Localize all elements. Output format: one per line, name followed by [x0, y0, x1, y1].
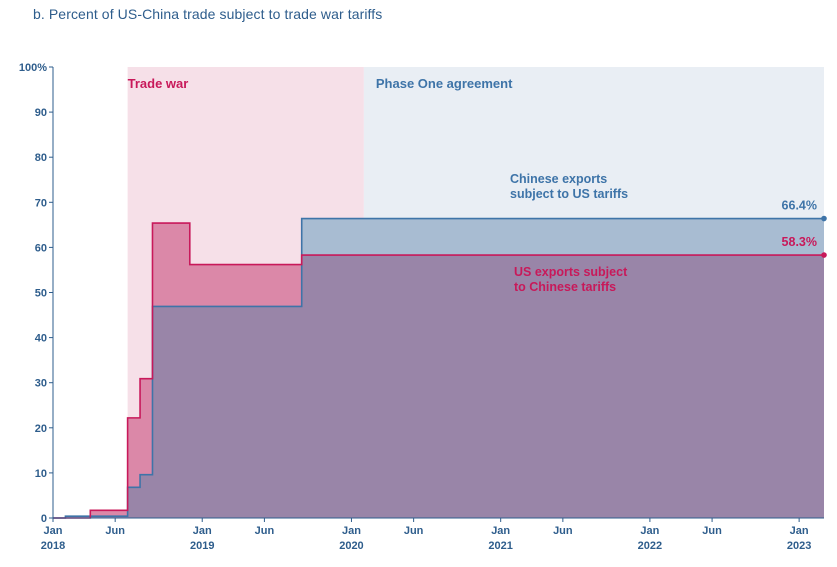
x-tick-label: Jan [44, 525, 63, 537]
x-tick-year-label: 2020 [339, 540, 363, 552]
y-tick-label: 80 [35, 152, 47, 164]
x-tick-year-label: 2021 [488, 540, 512, 552]
x-tick-label: Jan [790, 525, 809, 537]
annotation-chinese-exports-subject-to-us-tariffs: Chinese exports subject to US tariffs [510, 172, 628, 201]
y-tick-label: 40 [35, 333, 47, 345]
x-tick-year-label: 2023 [787, 540, 811, 552]
period-label-trade-war: Trade war [128, 76, 189, 91]
annotation-us-exports-subject-to-chinese-tariffs: US exports subject to Chinese tariffs [514, 265, 628, 294]
line-chinese-exports-subject-to-us-tariffs [53, 217, 824, 519]
series-areas [53, 218, 824, 519]
end-label-chinese-exports-subject-to-us-tariffs: 66.4% [782, 199, 817, 213]
x-tick-label: Jun [553, 525, 573, 537]
y-tick-label: 10 [35, 468, 47, 480]
x-tick-label: Jan [342, 525, 361, 537]
x-tick-label: Jun [105, 525, 125, 537]
x-tick-label: Jan [640, 525, 659, 537]
x-tick-label: Jan [193, 525, 212, 537]
area-overlap [53, 223, 824, 518]
x-tick-label: Jun [702, 525, 722, 537]
y-tick-label: 20 [35, 423, 47, 435]
x-tick-year-label: 2022 [638, 540, 662, 552]
y-tick-label: 0 [41, 513, 47, 525]
period-label-phase-one-agreement: Phase One agreement [376, 76, 513, 91]
y-tick-label: 100% [19, 62, 47, 74]
x-tick-label: Jun [255, 525, 275, 537]
x-tick-year-label: 2018 [41, 540, 65, 552]
line-us-exports-subject-to-chinese-tariffs [53, 222, 824, 519]
y-tick-label: 60 [35, 242, 47, 254]
endpoint-us-exports-subject-to-chinese-tariffs [821, 252, 827, 258]
end-label-us-exports-subject-to-chinese-tariffs: 58.3% [782, 235, 817, 249]
x-tick-label: Jun [404, 525, 424, 537]
axes: 0 10 20 30 40 50 60 70 80 90 100% Jan 2018 Jun Jan 2019… [19, 62, 824, 552]
y-tick-label: 50 [35, 288, 47, 300]
y-tick-label: 90 [35, 107, 47, 119]
x-tick-label: Jan [491, 525, 510, 537]
x-tick-year-label: 2019 [190, 540, 214, 552]
endpoint-chinese-exports-subject-to-us-tariffs [821, 215, 827, 222]
chart-labels: Trade war Phase One agreement 66.4% 58.3% Ch… [128, 76, 817, 294]
series-lines [53, 215, 827, 519]
y-tick-label: 70 [35, 197, 47, 209]
chart-title: b. Percent of US-China trade subject to … [33, 6, 383, 22]
y-tick-label: 30 [35, 378, 47, 390]
